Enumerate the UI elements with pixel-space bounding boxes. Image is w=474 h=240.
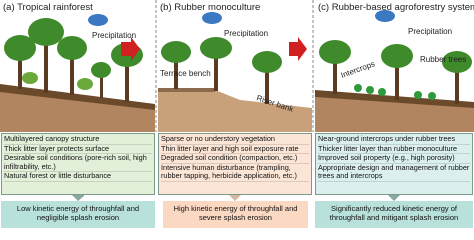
feature: Degraded soil condition (compaction, etc… xyxy=(161,154,309,164)
feature-box: Multilayered canopy structure Thick litt… xyxy=(1,133,155,195)
feature: Thin litter layer and high soil exposure… xyxy=(161,144,309,155)
soil xyxy=(158,90,312,132)
soil xyxy=(0,88,155,132)
label: Precipitation xyxy=(408,27,452,36)
panel-title: (a) Tropical rainforest xyxy=(3,2,93,13)
feature: Near-ground intercrops under rubber tree… xyxy=(318,134,470,145)
canopy xyxy=(319,40,472,100)
trunks xyxy=(18,45,129,102)
feature: Desirable soil conditions (pore-rich soi… xyxy=(4,153,152,173)
outcome: High kinetic energy of throughfall and s… xyxy=(163,201,308,228)
outcome: Low kinetic energy of throughfall and ne… xyxy=(1,201,155,228)
down-arrow xyxy=(72,195,84,201)
litter xyxy=(0,84,155,110)
feature: Natural forest or little disturbance xyxy=(4,172,152,182)
feature: Thicker litter layer than rubber monocul… xyxy=(318,144,470,155)
feature: Multilayered canopy structure xyxy=(4,134,152,145)
label: Precipitation xyxy=(224,29,268,38)
label: Terrace bench xyxy=(160,69,211,78)
feature: Thick litter layer protects surface xyxy=(4,144,152,155)
label: Rubber trees xyxy=(420,55,466,64)
feature: Intensive human disturbance (trampling, … xyxy=(161,163,309,182)
down-arrow xyxy=(388,195,400,201)
trunks xyxy=(333,58,459,104)
rain-clouds xyxy=(88,10,395,26)
outcome: Significantly reduced kinetic energy of … xyxy=(315,201,473,228)
feature: Improved soil property (e.g., high poros… xyxy=(318,154,470,164)
figure: (a) Tropical rainforest (b) Rubber monoc… xyxy=(0,0,474,228)
trunks xyxy=(174,55,269,104)
label: Precipitation xyxy=(92,31,136,40)
feature-box: Sparse or no understory vegetation Thin … xyxy=(158,133,312,195)
transition-arrow xyxy=(289,37,307,61)
transition-arrow xyxy=(121,37,140,61)
feature: Sparse or no understory vegetation xyxy=(161,134,309,145)
terrace xyxy=(158,88,215,92)
illustration: (a) Tropical rainforest (b) Rubber monoc… xyxy=(0,0,474,201)
canopy xyxy=(161,37,282,73)
panel-title: (b) Rubber monoculture xyxy=(160,2,260,13)
panel-title: (c) Rubber-based agroforestry system xyxy=(318,2,474,13)
down-arrow xyxy=(229,195,241,201)
litter xyxy=(315,90,474,108)
label: Intercrops xyxy=(340,59,377,80)
feature: Appropriate design and management of rub… xyxy=(318,162,470,182)
feature-box: Near-ground intercrops under rubber tree… xyxy=(315,133,473,195)
